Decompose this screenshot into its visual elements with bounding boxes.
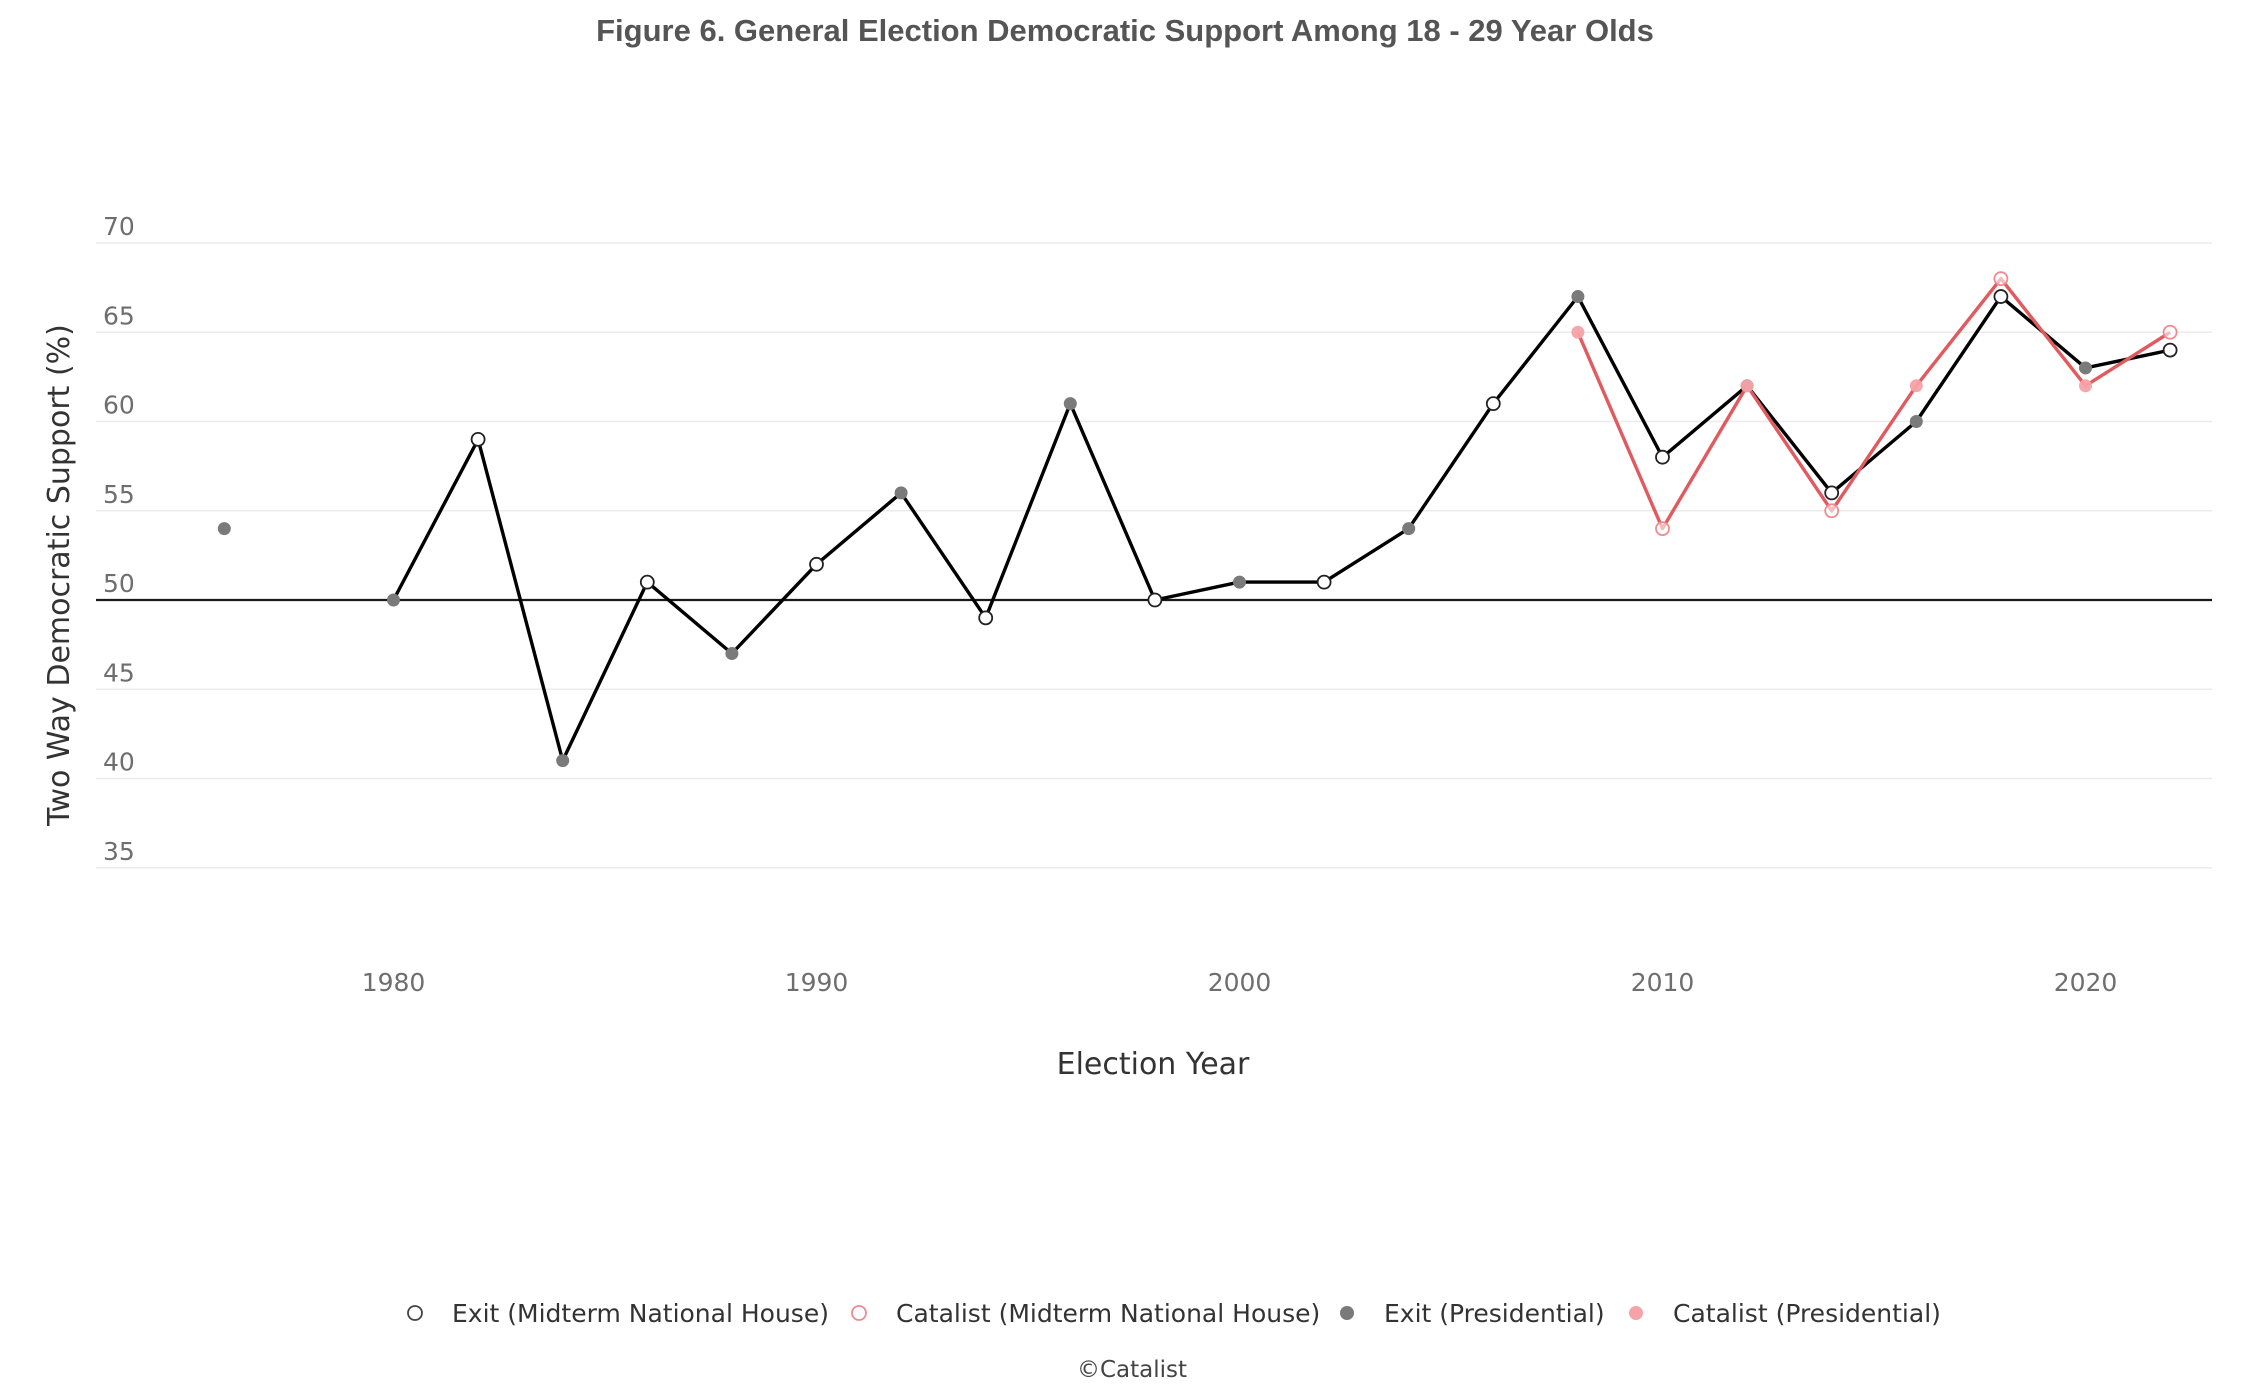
catalist-series-line <box>1576 277 2172 531</box>
y-tick-label: 55 <box>103 480 135 509</box>
y-tick-label: 40 <box>103 748 135 777</box>
open-circle-icon <box>407 1305 423 1321</box>
legend: Exit (Midterm National House) Catalist (M… <box>407 1299 1941 1328</box>
filled-circle-icon <box>1629 1306 1643 1320</box>
legend-item: Exit (Midterm National House) <box>407 1299 829 1328</box>
exit-presidential-point <box>1063 397 1077 411</box>
legend-item: Exit (Presidential) <box>1340 1299 1605 1328</box>
x-tick-labels: 1980 1990 2000 2010 2020 <box>362 968 2118 997</box>
series-lines <box>391 277 2172 763</box>
exit-presidential-point <box>894 486 908 500</box>
legend-item: Catalist (Midterm National House) <box>851 1299 1320 1328</box>
y-tick-label: 50 <box>103 569 135 598</box>
legend-label: Exit (Presidential) <box>1384 1299 1605 1328</box>
exit-presidential-point <box>1571 290 1585 304</box>
catalist-presidential-point <box>1909 379 1923 393</box>
exit-presidential-point <box>556 754 570 768</box>
catalist-midterm-point <box>1824 503 1840 519</box>
y-tick-label: 65 <box>103 301 135 330</box>
y-axis-title: Two Way Democratic Support (%) <box>42 324 77 827</box>
x-tick-label: 2000 <box>1208 968 1272 997</box>
exit-midterm-point <box>1655 449 1670 465</box>
exit-presidential-point <box>2079 361 2092 375</box>
legend-label: Catalist (Presidential) <box>1673 1299 1941 1328</box>
gridlines <box>96 242 2212 869</box>
exit-midterm-point <box>809 556 824 572</box>
exit-midterm-point <box>1485 396 1501 412</box>
x-tick-label: 2020 <box>2054 968 2118 997</box>
y-tick-labels: 35 40 45 50 55 60 65 70 <box>103 212 135 866</box>
exit-midterm-point <box>978 610 994 626</box>
x-tick-label: 1980 <box>362 968 426 997</box>
chart-title: Figure 6. General Election Democratic Su… <box>596 13 1654 48</box>
catalist-presidential-point <box>1571 325 1585 339</box>
open-circle-icon <box>851 1305 867 1321</box>
exit-presidential-point <box>725 647 739 661</box>
y-tick-label: 60 <box>103 391 135 420</box>
exit-midterm-point <box>1316 574 1332 590</box>
legend-label: Catalist (Midterm National House) <box>896 1299 1320 1328</box>
catalist-presidential-point <box>2079 379 2092 393</box>
exit-presidential-point <box>1909 415 1923 428</box>
x-axis-title: Election Year <box>1057 1047 1250 1082</box>
x-tick-label: 2010 <box>1631 968 1695 997</box>
exit-midterm-point <box>470 431 486 447</box>
y-tick-label: 70 <box>103 212 135 241</box>
exit-series-line <box>391 294 2171 763</box>
exit-midterm-point <box>639 574 655 590</box>
y-tick-label: 45 <box>103 658 135 687</box>
exit-presidential-point <box>387 593 400 607</box>
credit-label: ©Catalist <box>1077 1357 1187 1383</box>
exit-midterm-point <box>1993 289 2009 304</box>
legend-item: Catalist (Presidential) <box>1629 1299 1941 1328</box>
catalist-midterm-point <box>1993 271 2009 287</box>
filled-circle-icon <box>1340 1306 1354 1320</box>
exit-presidential-point <box>1233 575 1246 589</box>
legend-label: Exit (Midterm National House) <box>452 1299 829 1328</box>
catalist-midterm-point <box>1655 521 1670 536</box>
y-tick-label: 35 <box>103 837 135 866</box>
catalist-midterm-point <box>2162 324 2178 340</box>
exit-midterm-point <box>1147 592 1163 608</box>
exit-midterm-point <box>1824 485 1840 501</box>
catalist-presidential-point <box>1740 379 1754 393</box>
exit-presidential-point <box>217 522 231 536</box>
x-tick-label: 1990 <box>785 968 849 997</box>
series-points <box>217 271 2178 768</box>
exit-midterm-point <box>2162 342 2178 358</box>
exit-presidential-point <box>1402 522 1416 536</box>
